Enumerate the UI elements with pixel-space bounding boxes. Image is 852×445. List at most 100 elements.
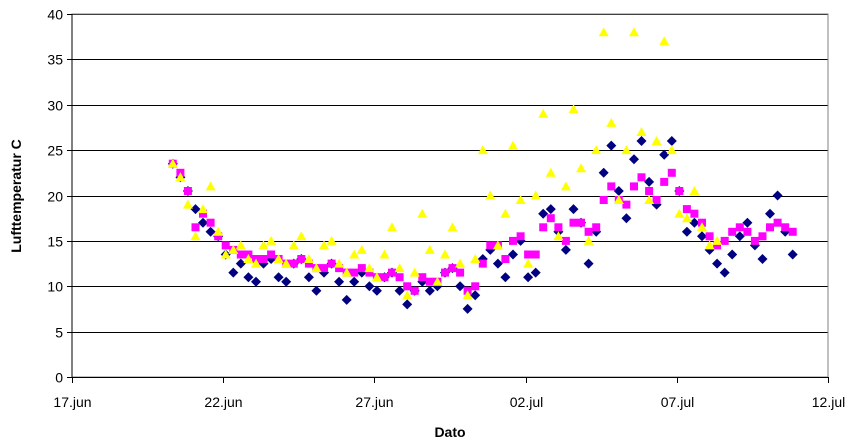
data-point — [568, 204, 579, 215]
data-point — [417, 208, 428, 218]
data-point — [350, 268, 359, 277]
data-point — [681, 213, 692, 223]
data-points — [167, 27, 798, 314]
data-point — [206, 218, 215, 227]
data-point — [622, 200, 631, 209]
data-point — [379, 249, 390, 259]
data-point — [637, 173, 646, 182]
data-point — [734, 231, 745, 242]
data-point — [311, 263, 322, 273]
data-point — [167, 158, 178, 168]
data-point — [424, 244, 435, 254]
data-point — [205, 226, 216, 237]
data-point — [720, 236, 729, 245]
data-point — [492, 258, 503, 269]
data-point — [198, 204, 208, 214]
data-point — [583, 235, 594, 245]
data-point — [712, 235, 723, 245]
data-point — [470, 290, 481, 301]
data-point — [651, 136, 662, 145]
data-point — [545, 167, 556, 177]
data-point — [757, 254, 768, 264]
data-point — [228, 244, 239, 254]
data-point — [508, 140, 518, 150]
data-point — [538, 208, 549, 219]
data-point — [644, 176, 655, 187]
x-axis: 17.jun 22.jun 27.jun 02.jul 07.jul 12.jul — [53, 377, 845, 410]
data-point — [606, 117, 617, 127]
data-point — [606, 140, 617, 151]
data-point — [281, 258, 292, 268]
data-point — [327, 259, 336, 268]
data-point — [289, 259, 298, 268]
y-tick-label: 20 — [47, 189, 63, 205]
data-point — [743, 227, 752, 236]
data-point — [728, 227, 737, 236]
data-point — [205, 181, 216, 191]
data-point — [334, 276, 345, 287]
data-point — [418, 273, 427, 282]
data-point — [644, 195, 655, 204]
data-point — [371, 272, 382, 282]
data-point — [675, 187, 684, 195]
data-point — [492, 240, 503, 250]
y-tick-label: 5 — [55, 325, 63, 341]
data-point — [545, 204, 556, 215]
data-point — [388, 268, 396, 277]
data-point — [432, 276, 443, 286]
data-point — [766, 223, 774, 232]
data-point — [530, 267, 541, 278]
data-point — [440, 249, 450, 259]
data-point — [259, 255, 268, 263]
data-point — [577, 218, 585, 227]
data-point — [568, 104, 579, 114]
data-point — [477, 145, 488, 155]
data-point — [704, 240, 715, 250]
data-point — [750, 236, 759, 245]
data-point — [598, 27, 609, 37]
data-point — [772, 190, 783, 201]
data-point — [509, 236, 517, 245]
data-point — [576, 163, 586, 173]
data-point — [191, 223, 200, 232]
data-point — [243, 254, 254, 263]
data-point — [523, 258, 534, 268]
data-point — [621, 145, 632, 155]
data-point — [251, 276, 261, 287]
data-point — [508, 249, 518, 260]
data-point — [455, 281, 466, 292]
data-point — [599, 196, 608, 204]
data-point — [681, 226, 692, 237]
data-point — [607, 182, 616, 191]
data-point — [236, 250, 245, 259]
data-point — [636, 136, 647, 146]
data-point — [697, 231, 707, 242]
data-point — [645, 187, 654, 195]
data-point — [447, 222, 458, 232]
data-point — [629, 27, 639, 37]
data-point — [456, 268, 465, 277]
data-point — [478, 259, 487, 268]
data-point — [553, 231, 564, 241]
y-tick-label: 35 — [47, 52, 63, 68]
data-point — [267, 250, 276, 259]
data-point — [652, 196, 661, 204]
data-point — [523, 272, 534, 283]
data-point — [357, 264, 366, 273]
data-point — [471, 282, 480, 291]
data-point — [735, 223, 744, 232]
data-point — [320, 264, 328, 273]
data-point — [727, 249, 738, 260]
data-point — [531, 250, 540, 259]
data-point — [742, 217, 753, 228]
y-tick-label: 10 — [47, 279, 63, 295]
data-point — [349, 249, 360, 259]
data-point — [243, 272, 254, 283]
data-point — [636, 127, 647, 136]
x-tick-label: 27.jun — [355, 394, 393, 410]
data-point — [364, 263, 375, 273]
data-point — [689, 186, 700, 195]
data-point — [560, 244, 571, 255]
data-point — [516, 232, 525, 241]
plot-area-frame — [71, 13, 829, 378]
